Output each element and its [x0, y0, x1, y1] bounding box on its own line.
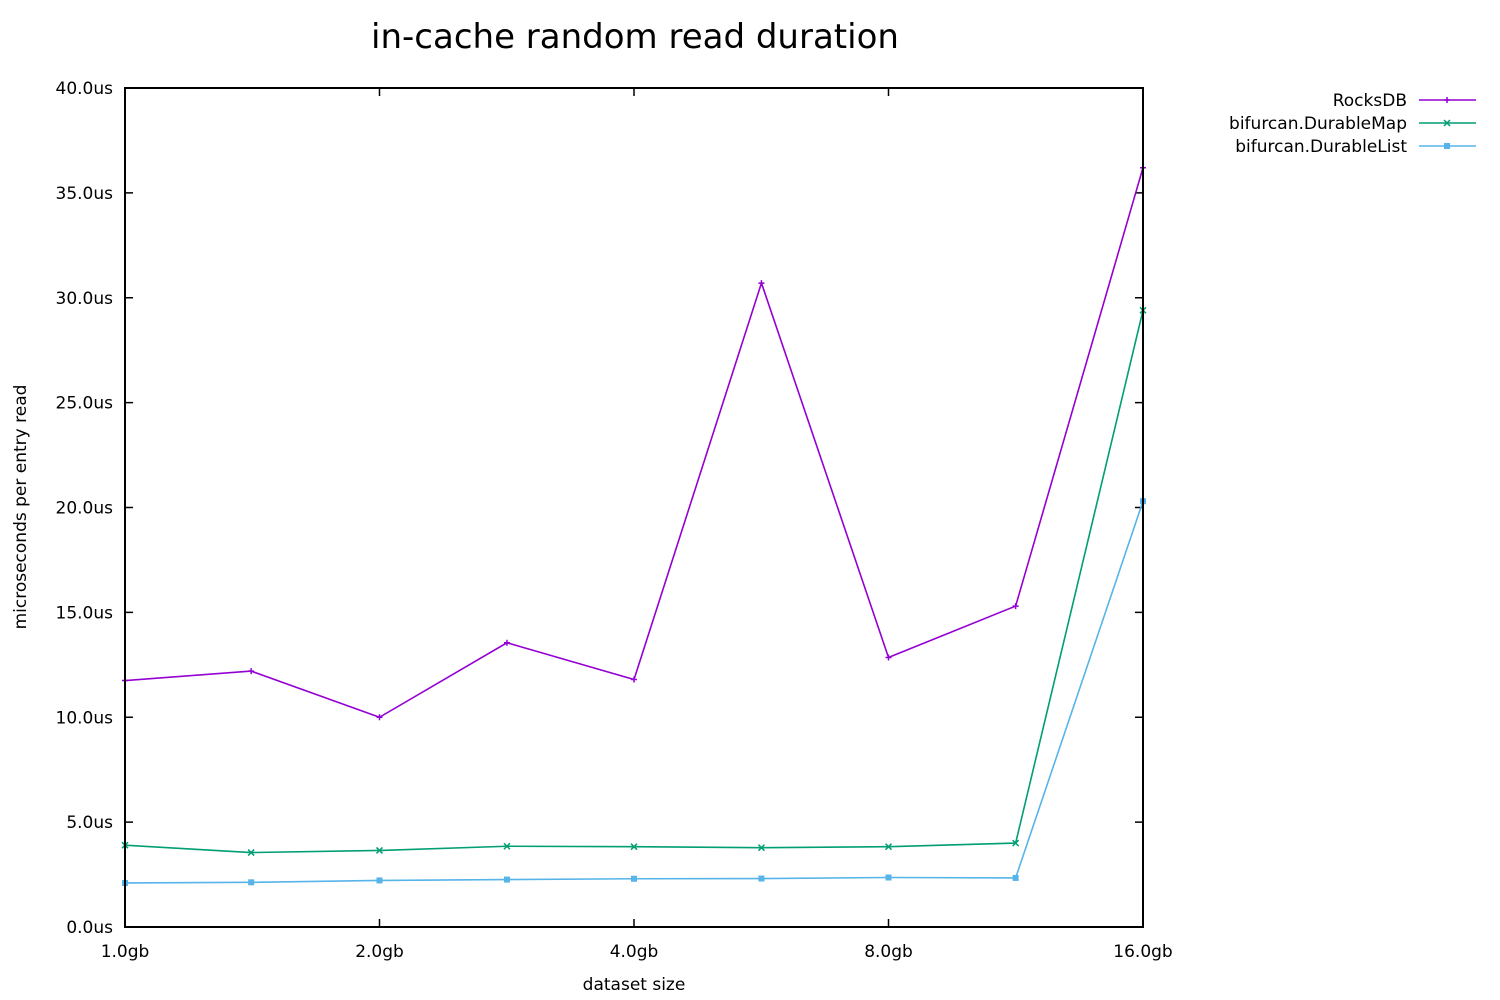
chart-title: in-cache random read duration — [371, 17, 899, 57]
data-point — [1012, 874, 1019, 881]
y-tick-label: 40.0us — [56, 79, 114, 99]
series-line — [124, 167, 1144, 719]
data-point — [248, 668, 255, 675]
y-tick-label: 5.0us — [66, 813, 113, 833]
data-point — [503, 876, 510, 883]
y-tick-label: 30.0us — [56, 289, 114, 309]
data-point — [758, 280, 765, 287]
data-point — [247, 849, 255, 857]
data-point — [248, 879, 255, 886]
data-point — [631, 875, 637, 882]
y-tick-label: 15.0us — [56, 603, 114, 623]
data-point — [885, 874, 892, 881]
y-tick-label: 20.0us — [56, 499, 114, 519]
data-point — [1443, 119, 1451, 127]
data-point — [758, 875, 765, 882]
y-tick-label: 0.0us — [66, 918, 113, 938]
data-point — [884, 843, 893, 851]
legend-label: bifurcan.DurableList — [1235, 137, 1407, 157]
legend: RocksDB bifurcan.DurableMap bifurcan.Durab… — [1229, 91, 1476, 157]
data-point — [631, 676, 637, 683]
axis-ticks: 0.0us 5.0us 10.0us 15.0us 20.0us 25.0us 30.0us… — [56, 79, 1173, 962]
x-tick-label: 2.0gb — [355, 942, 404, 962]
data-point — [757, 844, 765, 852]
y-axis-label: microseconds per entry read — [11, 385, 31, 630]
y-tick-label: 25.0us — [56, 394, 114, 414]
data-point — [1444, 97, 1450, 103]
data-point — [376, 877, 383, 884]
x-tick-label: 8.0gb — [864, 942, 913, 962]
data-point — [1012, 603, 1019, 610]
legend-label: RocksDB — [1333, 91, 1407, 111]
data-point — [376, 714, 383, 721]
data-point — [630, 843, 638, 851]
data-point — [1444, 143, 1450, 149]
data-point — [375, 846, 384, 854]
x-tick-label: 16.0gb — [1113, 942, 1172, 962]
data-point — [503, 639, 510, 646]
series-group — [121, 164, 1147, 886]
x-tick-label: 4.0gb — [610, 942, 659, 962]
series-line — [124, 310, 1144, 854]
y-tick-label: 35.0us — [56, 184, 114, 204]
data-point — [503, 842, 511, 850]
x-tick-label: 1.0gb — [101, 942, 150, 962]
data-point — [885, 654, 892, 661]
legend-label: bifurcan.DurableMap — [1229, 114, 1407, 134]
plot-frame — [124, 87, 1144, 928]
y-tick-label: 10.0us — [56, 708, 114, 728]
data-point — [1012, 839, 1020, 847]
x-axis-label: dataset size — [583, 975, 686, 995]
series-line — [124, 500, 1144, 884]
